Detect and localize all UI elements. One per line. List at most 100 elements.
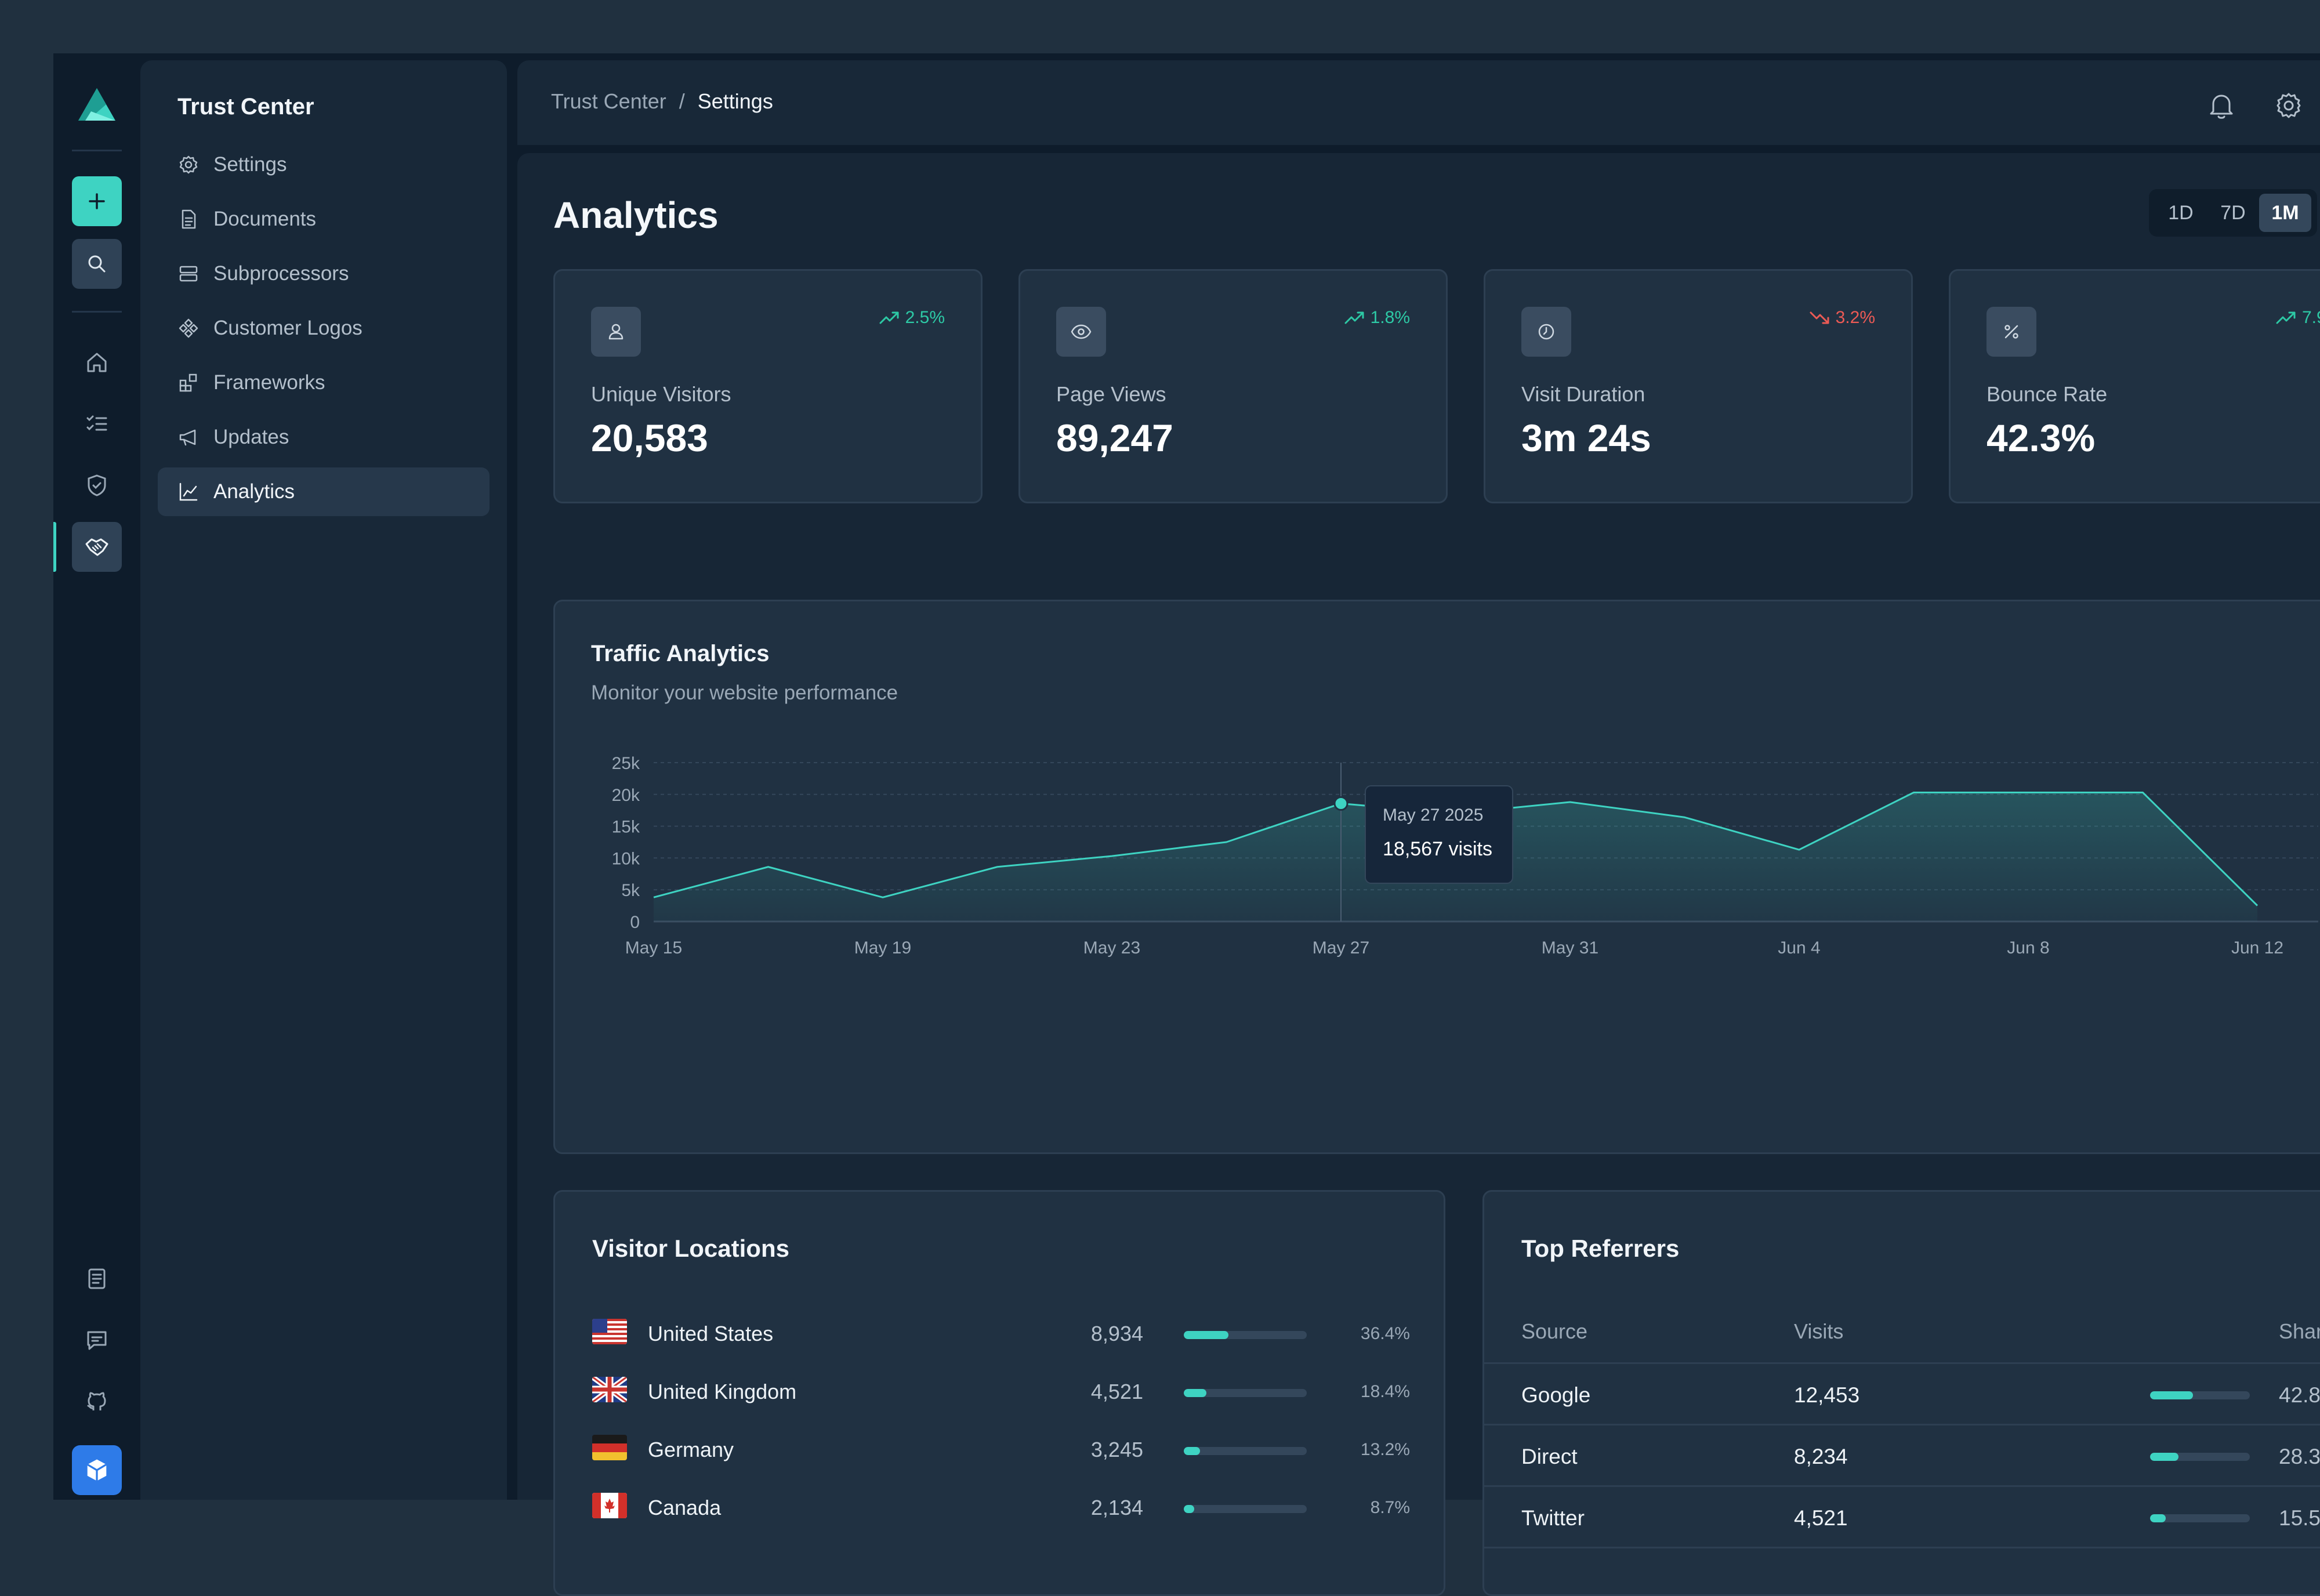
checklist-icon bbox=[86, 415, 107, 431]
location-share-fill bbox=[1184, 1389, 1206, 1397]
rail-github-button[interactable] bbox=[72, 1377, 122, 1427]
nav-item-frameworks[interactable]: Frameworks bbox=[158, 358, 490, 407]
clock-icon bbox=[1538, 324, 1554, 340]
y-tick-label: 20k bbox=[612, 786, 640, 805]
location-country: Canada bbox=[648, 1496, 722, 1519]
column-header-visits: Visits bbox=[1794, 1319, 1844, 1343]
nav-item-label: Subprocessors bbox=[213, 262, 349, 285]
rail-security-button[interactable] bbox=[72, 460, 122, 510]
referrer-share-bar bbox=[2150, 1391, 2250, 1399]
main-content: Analytics 1D 7D 1M 2.5% Unique Visitors … bbox=[517, 153, 2320, 1596]
trust-center-nav: Trust Center Settings Documents Subproce… bbox=[140, 60, 507, 1500]
app-logo-icon[interactable] bbox=[74, 82, 120, 129]
top-bar: Trust Center / Settings bbox=[517, 60, 2320, 145]
trend-value: 3.2% bbox=[1835, 308, 1875, 327]
user-icon bbox=[608, 324, 624, 340]
stat-label: Unique Visitors bbox=[591, 382, 731, 406]
referrer-share-fill bbox=[2150, 1453, 2178, 1461]
x-tick-label: May 19 bbox=[854, 938, 911, 957]
range-option-1m[interactable]: 1M bbox=[2259, 194, 2311, 232]
y-tick-label: 0 bbox=[630, 913, 640, 932]
line-chart-icon bbox=[179, 483, 198, 501]
logos-icon bbox=[179, 318, 198, 338]
settings-gear-icon[interactable] bbox=[2272, 89, 2305, 122]
location-country: United States bbox=[648, 1322, 774, 1345]
time-range-selector: 1D 7D 1M bbox=[2149, 189, 2317, 237]
section-title: Top Referrers bbox=[1521, 1235, 1680, 1262]
nav-item-documents[interactable]: Documents bbox=[158, 195, 490, 244]
location-count: 8,934 bbox=[1090, 1322, 1143, 1345]
x-tick-label: Jun 12 bbox=[2231, 938, 2283, 957]
location-percent: 18.4% bbox=[1360, 1382, 1410, 1401]
stat-card-visit-duration: 3.2% Visit Duration 3m 24s bbox=[1484, 269, 1913, 503]
rail-home-button[interactable] bbox=[72, 338, 122, 387]
chart-subtitle: Monitor your website performance bbox=[591, 681, 898, 704]
location-share-fill bbox=[1184, 1505, 1195, 1513]
add-button[interactable] bbox=[72, 176, 122, 226]
breadcrumb: Trust Center / Settings bbox=[551, 89, 773, 114]
stat-icon-box bbox=[1056, 307, 1106, 357]
nav-item-label: Documents bbox=[213, 208, 317, 230]
range-option-1d[interactable]: 1D bbox=[2168, 202, 2194, 224]
location-share-bar bbox=[1184, 1331, 1307, 1339]
referrer-source[interactable]: Google bbox=[1521, 1383, 1591, 1407]
stat-card-page-views: 1.8% Page Views 89,247 bbox=[1018, 269, 1448, 503]
location-share-bar bbox=[1184, 1505, 1307, 1513]
x-tick-label: May 15 bbox=[625, 938, 682, 957]
nav-title: Trust Center bbox=[177, 94, 314, 119]
nav-item-subprocessors[interactable]: Subprocessors bbox=[158, 249, 490, 298]
trend-up-icon bbox=[2276, 311, 2296, 324]
x-tick-label: Jun 4 bbox=[1778, 938, 1820, 957]
de-flag-icon bbox=[592, 1435, 627, 1460]
nav-item-updates[interactable]: Updates bbox=[158, 413, 490, 462]
rail-trust-center-button[interactable] bbox=[72, 522, 122, 572]
table-divider bbox=[1484, 1547, 2320, 1548]
trend-up-icon bbox=[879, 311, 899, 324]
location-share-fill bbox=[1184, 1447, 1200, 1455]
referrer-share-bar bbox=[2150, 1514, 2250, 1522]
nav-item-analytics[interactable]: Analytics bbox=[158, 467, 490, 516]
stat-label: Visit Duration bbox=[1521, 382, 1645, 406]
column-header-share: Shar bbox=[2279, 1319, 2320, 1343]
tooltip-value: 18,567 visits bbox=[1383, 838, 1492, 860]
location-row[interactable]: Germany 3,245 13.2% bbox=[592, 1430, 1410, 1470]
referrer-source[interactable]: Twitter bbox=[1521, 1506, 1585, 1530]
referrer-share-fill bbox=[2150, 1391, 2193, 1399]
referrer-source[interactable]: Direct bbox=[1521, 1445, 1578, 1468]
referrer-share-fill bbox=[2150, 1514, 2166, 1522]
location-count: 3,245 bbox=[1090, 1438, 1143, 1461]
bell-icon[interactable] bbox=[2205, 89, 2238, 122]
trend-value: 2.5% bbox=[905, 308, 945, 327]
location-share-bar bbox=[1184, 1447, 1307, 1455]
stat-icon-box bbox=[591, 307, 641, 357]
location-row[interactable]: United Kingdom 4,521 18.4% bbox=[592, 1372, 1410, 1412]
rail-docs-button[interactable] bbox=[72, 1254, 122, 1304]
location-row[interactable]: Canada 2,134 8.7% bbox=[592, 1488, 1410, 1528]
search-button[interactable] bbox=[72, 239, 122, 289]
location-count: 2,134 bbox=[1090, 1496, 1143, 1519]
stat-label: Bounce Rate bbox=[1986, 382, 2108, 406]
nav-item-customer-logos[interactable]: Customer Logos bbox=[158, 304, 490, 353]
workspace-logo-button[interactable] bbox=[72, 1445, 122, 1495]
breadcrumb-parent[interactable]: Trust Center bbox=[551, 89, 666, 113]
us-flag-icon bbox=[592, 1319, 627, 1344]
x-tick-label: May 31 bbox=[1542, 938, 1598, 957]
rail-tasks-button[interactable] bbox=[72, 399, 122, 449]
column-header-source: Source bbox=[1521, 1319, 1588, 1343]
breadcrumb-current: Settings bbox=[697, 89, 773, 113]
range-option-7d[interactable]: 7D bbox=[2220, 202, 2246, 224]
shield-icon bbox=[88, 474, 106, 496]
stat-value: 3m 24s bbox=[1521, 416, 1651, 459]
home-icon bbox=[87, 353, 107, 372]
handshake-icon bbox=[85, 538, 108, 556]
location-percent: 13.2% bbox=[1360, 1440, 1410, 1459]
frameworks-icon bbox=[179, 373, 197, 392]
y-tick-label: 10k bbox=[612, 849, 640, 868]
nav-item-label: Customer Logos bbox=[213, 317, 362, 339]
rail-messages-button[interactable] bbox=[72, 1315, 122, 1365]
referrer-visits: 8,234 bbox=[1794, 1445, 1848, 1468]
traffic-chart[interactable]: 0 5k 10k 15k 20k 25k May 15 May 19 May 23 May 27 M… bbox=[555, 601, 2318, 1152]
location-row[interactable]: United States 8,934 36.4% bbox=[592, 1314, 1410, 1354]
nav-item-settings[interactable]: Settings bbox=[158, 140, 490, 189]
referrer-visits: 4,521 bbox=[1794, 1506, 1848, 1530]
